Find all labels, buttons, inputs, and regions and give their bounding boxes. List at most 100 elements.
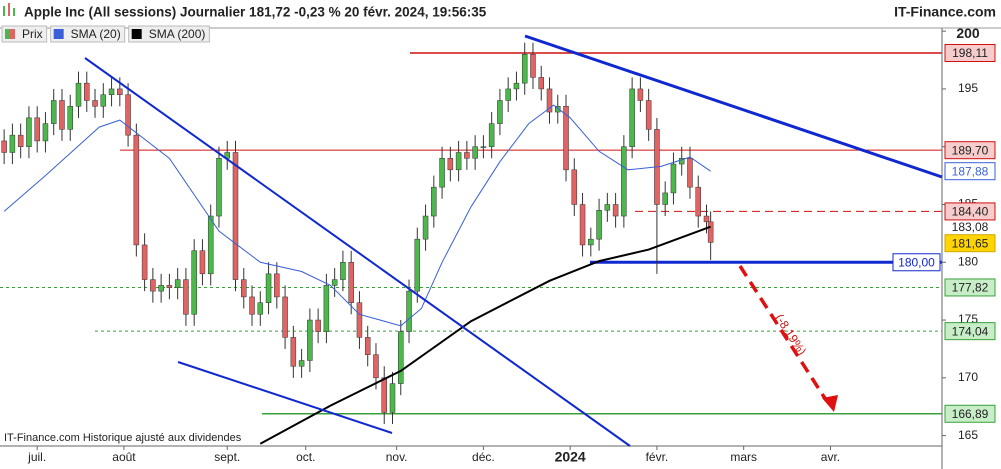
candle-body xyxy=(513,82,520,90)
x-tick-label: nov. xyxy=(386,450,408,464)
level-tag xyxy=(944,404,996,423)
level-tag-label: 174,04 xyxy=(952,324,989,338)
candle-body xyxy=(274,273,280,298)
candle-body xyxy=(687,158,693,188)
candle-body xyxy=(604,204,611,211)
candle-body xyxy=(183,279,189,315)
trend-line xyxy=(177,361,393,434)
legend-bg xyxy=(128,25,210,43)
candle-body xyxy=(158,285,164,292)
candle-body xyxy=(521,54,528,84)
candle-body xyxy=(290,337,297,367)
candle-body xyxy=(141,244,148,280)
legend-item: SMA (20) xyxy=(50,25,126,43)
trend-line xyxy=(84,57,631,447)
x-tick-label: 2024 xyxy=(555,449,586,465)
candle-body xyxy=(1,140,7,153)
source-note: IT-Finance.com Historique ajusté aux div… xyxy=(4,432,242,444)
sma-line xyxy=(259,225,711,445)
level-tag xyxy=(892,253,941,272)
candle-body xyxy=(133,134,140,246)
candle-body xyxy=(563,106,569,171)
x-tick-label: oct. xyxy=(296,450,315,464)
legend-item: Prix xyxy=(1,25,48,43)
plot-area xyxy=(0,42,942,445)
brand: IT-Finance.com xyxy=(894,4,996,20)
candle-body xyxy=(50,100,57,124)
candle-body xyxy=(406,290,412,332)
y-tick-label: 200 xyxy=(956,25,980,41)
chart-title: Apple Inc (All sessions) Journalier 181,… xyxy=(24,5,487,20)
x-tick-label: déc. xyxy=(472,450,495,464)
app-icon xyxy=(3,3,15,16)
candle-body xyxy=(530,54,536,78)
candle-body xyxy=(174,279,181,288)
candle-body xyxy=(447,158,454,171)
candle-body xyxy=(422,215,429,240)
x-tick-label: avr. xyxy=(821,450,840,464)
candle-body xyxy=(199,250,206,275)
candle-body xyxy=(373,354,379,379)
candle-body xyxy=(307,319,313,361)
candle-body xyxy=(92,100,98,107)
level-tag-label: 198,11 xyxy=(952,46,988,60)
candle-body xyxy=(546,88,553,113)
candle-body xyxy=(125,94,131,136)
target-arrow xyxy=(738,265,828,401)
x-tick-label: août xyxy=(112,450,136,464)
x-tick-label: mars xyxy=(730,450,757,464)
candle-body xyxy=(348,262,354,303)
legend-bg xyxy=(50,25,126,43)
candle-body xyxy=(612,204,619,217)
level-tag xyxy=(944,278,996,297)
candle-body xyxy=(331,279,338,286)
level-tag-label: 184,40 xyxy=(952,205,989,219)
candle-body xyxy=(439,158,445,188)
legend: Prix SMA (20) SMA (200) xyxy=(1,25,210,43)
candle-body xyxy=(75,82,82,107)
candle-body xyxy=(207,215,214,275)
candle-body xyxy=(678,158,685,165)
candle-body xyxy=(488,123,495,147)
candle-body xyxy=(257,302,264,315)
candle-body xyxy=(703,215,710,223)
level-tag xyxy=(944,43,996,62)
level-tag-label: 187,88 xyxy=(952,164,989,178)
candle-body xyxy=(323,285,330,332)
candle-body xyxy=(670,163,677,194)
x-tick-label: juil. xyxy=(27,450,46,464)
candle-body xyxy=(17,134,24,147)
candle-body xyxy=(340,262,346,280)
candle-body xyxy=(621,146,627,217)
note-bg xyxy=(0,430,250,445)
y-tick-label: 170 xyxy=(958,370,978,384)
candle-body xyxy=(480,146,487,148)
candle-body xyxy=(9,134,16,153)
candle-body xyxy=(398,331,404,384)
candle-body xyxy=(67,106,73,130)
candle-body xyxy=(191,250,197,315)
y-tick-label: 195 xyxy=(958,81,978,95)
candle-body xyxy=(695,186,701,217)
candle-body xyxy=(497,100,503,124)
candle-body xyxy=(241,279,247,298)
candle-body xyxy=(505,88,511,101)
candle-body xyxy=(464,152,470,159)
level-tag-label: 180,00 xyxy=(898,255,935,269)
candle-body xyxy=(472,146,478,159)
x-tick-label: févr. xyxy=(646,450,669,464)
legend-swatch xyxy=(10,29,15,39)
legend-swatch xyxy=(131,29,142,39)
arrow-head xyxy=(822,395,838,412)
candle-body xyxy=(588,238,594,246)
candle-body xyxy=(356,302,363,338)
candle-body xyxy=(571,169,578,205)
candle-body xyxy=(555,106,561,113)
level-tag xyxy=(944,234,996,253)
candle-body xyxy=(216,158,222,217)
candle-body xyxy=(579,204,586,246)
candle-body xyxy=(265,273,272,303)
legend-label: Prix xyxy=(22,27,43,41)
candle-body xyxy=(42,123,49,142)
